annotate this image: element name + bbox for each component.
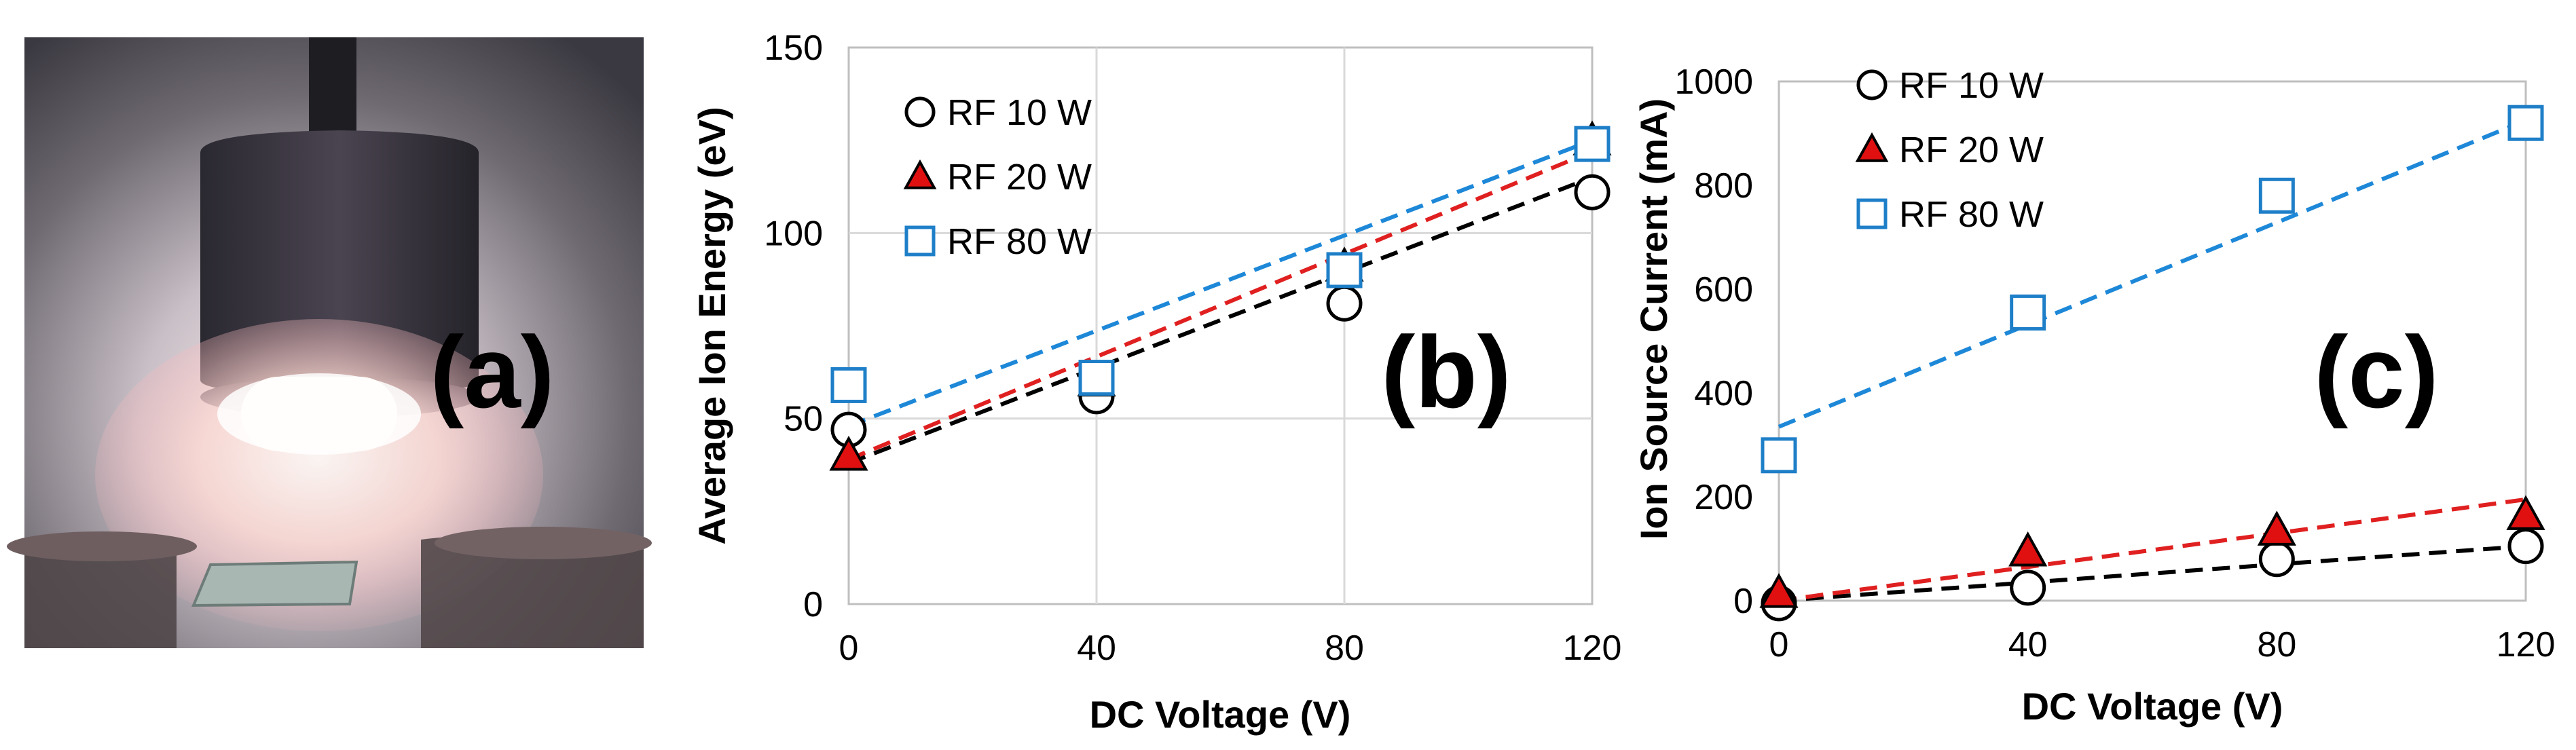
data-point bbox=[2257, 510, 2296, 546]
y-tick-label: 800 bbox=[1694, 166, 1753, 206]
data-point bbox=[2507, 105, 2544, 141]
y-tick-label: 400 bbox=[1694, 374, 1753, 413]
data-points-b bbox=[829, 120, 1612, 471]
tick-labels-b: 0 40 80 120 0 50 100 150 bbox=[764, 29, 1621, 668]
legend-marker bbox=[904, 96, 936, 128]
legend-label: RF 20 W bbox=[947, 157, 1092, 198]
left-platen bbox=[7, 531, 197, 561]
chart-c: 0 40 80 120 0 200 400 600 800 1000 RF 10 W RF 20 W… bbox=[1632, 62, 2555, 728]
legend-label: RF 80 W bbox=[947, 221, 1092, 262]
right-platen bbox=[435, 527, 652, 559]
right-stage bbox=[421, 533, 644, 648]
legend-marker bbox=[904, 225, 936, 257]
y-tick-label: 1000 bbox=[1674, 62, 1753, 102]
y-tick-label: 200 bbox=[1694, 478, 1753, 517]
y-axis-title-c: Ion Source Current (mA) bbox=[1632, 98, 1675, 540]
x-tick-label: 80 bbox=[2257, 625, 2296, 664]
legend-b: RF 10 W RF 20 W RF 80 W bbox=[903, 92, 1092, 262]
plot-area-b bbox=[847, 46, 1594, 605]
x-tick-label: 40 bbox=[2008, 625, 2048, 664]
photo-panel: (a) bbox=[7, 37, 652, 648]
y-tick-label: 50 bbox=[784, 400, 823, 439]
x-tick-label: 0 bbox=[1769, 625, 1789, 664]
data-point bbox=[1574, 174, 1611, 210]
data-point bbox=[2506, 495, 2545, 530]
data-point bbox=[2010, 294, 2046, 331]
trendline bbox=[847, 138, 1594, 428]
trendline bbox=[1778, 544, 2526, 603]
legend-c: RF 10 W RF 20 W RF 80 W bbox=[1855, 65, 2044, 235]
x-axis-title-c: DC Voltage (V) bbox=[2022, 685, 2283, 728]
data-point bbox=[2258, 177, 2295, 214]
x-tick-label: 0 bbox=[839, 629, 859, 668]
legend-label: RF 80 W bbox=[1899, 194, 2044, 235]
gridlines-b bbox=[849, 48, 1592, 604]
y-tick-label: 150 bbox=[764, 29, 823, 68]
legend-marker bbox=[1856, 69, 1888, 100]
plot-area-c bbox=[1778, 80, 2527, 602]
glass-substrate bbox=[191, 560, 358, 607]
legend-marker bbox=[1856, 198, 1888, 229]
x-tick-label: 120 bbox=[2497, 625, 2556, 664]
data-point bbox=[2507, 528, 2544, 565]
legend-label: RF 10 W bbox=[947, 92, 1092, 133]
data-point bbox=[2010, 569, 2046, 606]
trendlines-b bbox=[847, 138, 1594, 466]
data-point bbox=[1761, 437, 1797, 474]
x-tick-label: 40 bbox=[1077, 629, 1116, 668]
data-point bbox=[1759, 573, 1799, 608]
data-point bbox=[829, 436, 868, 471]
legend-label: RF 10 W bbox=[1899, 65, 2044, 106]
plasma-core bbox=[217, 373, 421, 455]
panel-label-c: (c) bbox=[2314, 315, 2438, 429]
data-point bbox=[1078, 360, 1115, 396]
data-point bbox=[1574, 126, 1611, 162]
legend-marker bbox=[1855, 132, 1889, 162]
trendline bbox=[1778, 497, 2526, 603]
trendline bbox=[847, 175, 1594, 466]
data-point bbox=[1326, 252, 1363, 288]
trendlines-c bbox=[1778, 118, 2527, 603]
legend-label: RF 20 W bbox=[1899, 130, 2044, 170]
x-tick-label: 120 bbox=[1563, 629, 1622, 668]
data-point bbox=[830, 367, 867, 403]
x-tick-label: 80 bbox=[1325, 629, 1364, 668]
panel-label-b: (b) bbox=[1381, 315, 1511, 429]
data-point bbox=[1326, 285, 1363, 322]
panel-label-a: (a) bbox=[430, 315, 554, 429]
legend-marker bbox=[903, 159, 937, 189]
holder-rod bbox=[309, 37, 356, 146]
y-tick-label: 0 bbox=[803, 585, 823, 624]
y-tick-label: 100 bbox=[764, 214, 823, 253]
x-axis-title-b: DC Voltage (V) bbox=[1090, 693, 1351, 736]
left-stage bbox=[24, 537, 177, 648]
y-tick-label: 0 bbox=[1733, 582, 1753, 621]
y-axis-title-b: Average Ion Energy (eV) bbox=[691, 107, 733, 544]
tick-labels-c: 0 40 80 120 0 200 400 600 800 1000 bbox=[1674, 62, 2555, 664]
data-points-c bbox=[1759, 105, 2545, 622]
y-tick-label: 600 bbox=[1694, 270, 1753, 310]
data-point bbox=[2008, 531, 2048, 567]
data-point bbox=[2258, 541, 2295, 578]
